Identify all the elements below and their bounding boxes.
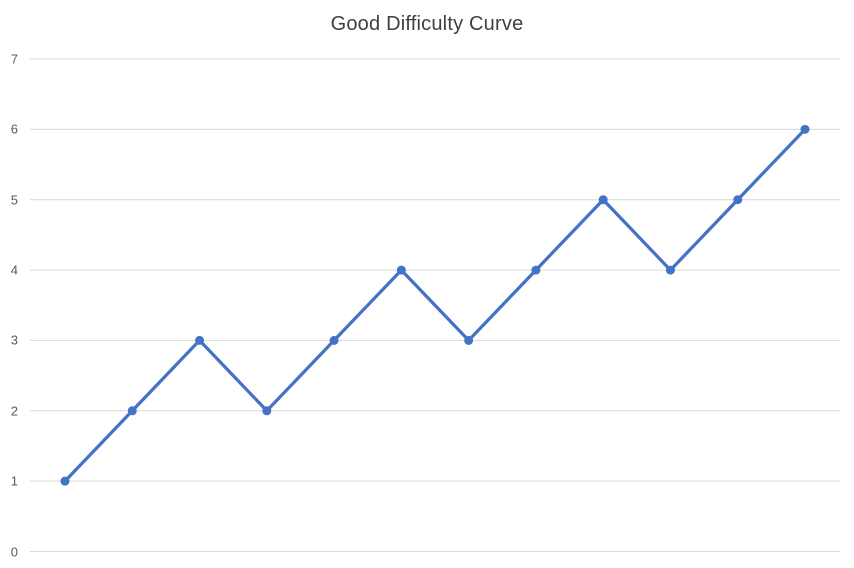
y-tick-label: 1 xyxy=(10,473,18,489)
data-point-marker xyxy=(195,335,205,345)
y-tick-label: 7 xyxy=(10,51,18,67)
data-point-marker xyxy=(396,265,406,275)
data-point-marker xyxy=(127,406,137,416)
data-point-marker xyxy=(800,124,810,134)
data-point-marker xyxy=(665,265,675,275)
y-tick-label: 4 xyxy=(10,262,18,278)
y-tick-label: 0 xyxy=(10,544,18,559)
y-tick-label: 6 xyxy=(10,121,18,137)
chart-title: Good Difficulty Curve xyxy=(330,13,524,35)
data-point-marker xyxy=(60,476,70,486)
data-line xyxy=(63,127,807,483)
y-tick-label: 3 xyxy=(10,332,18,348)
y-tick-label: 5 xyxy=(10,192,18,208)
data-point-marker xyxy=(464,335,474,345)
data-point-marker xyxy=(733,195,743,205)
data-point-marker xyxy=(531,265,541,275)
y-tick-label: 2 xyxy=(10,403,18,419)
data-point-marker xyxy=(598,195,608,205)
data-point-marker xyxy=(262,406,272,416)
data-point-marker xyxy=(329,335,339,345)
